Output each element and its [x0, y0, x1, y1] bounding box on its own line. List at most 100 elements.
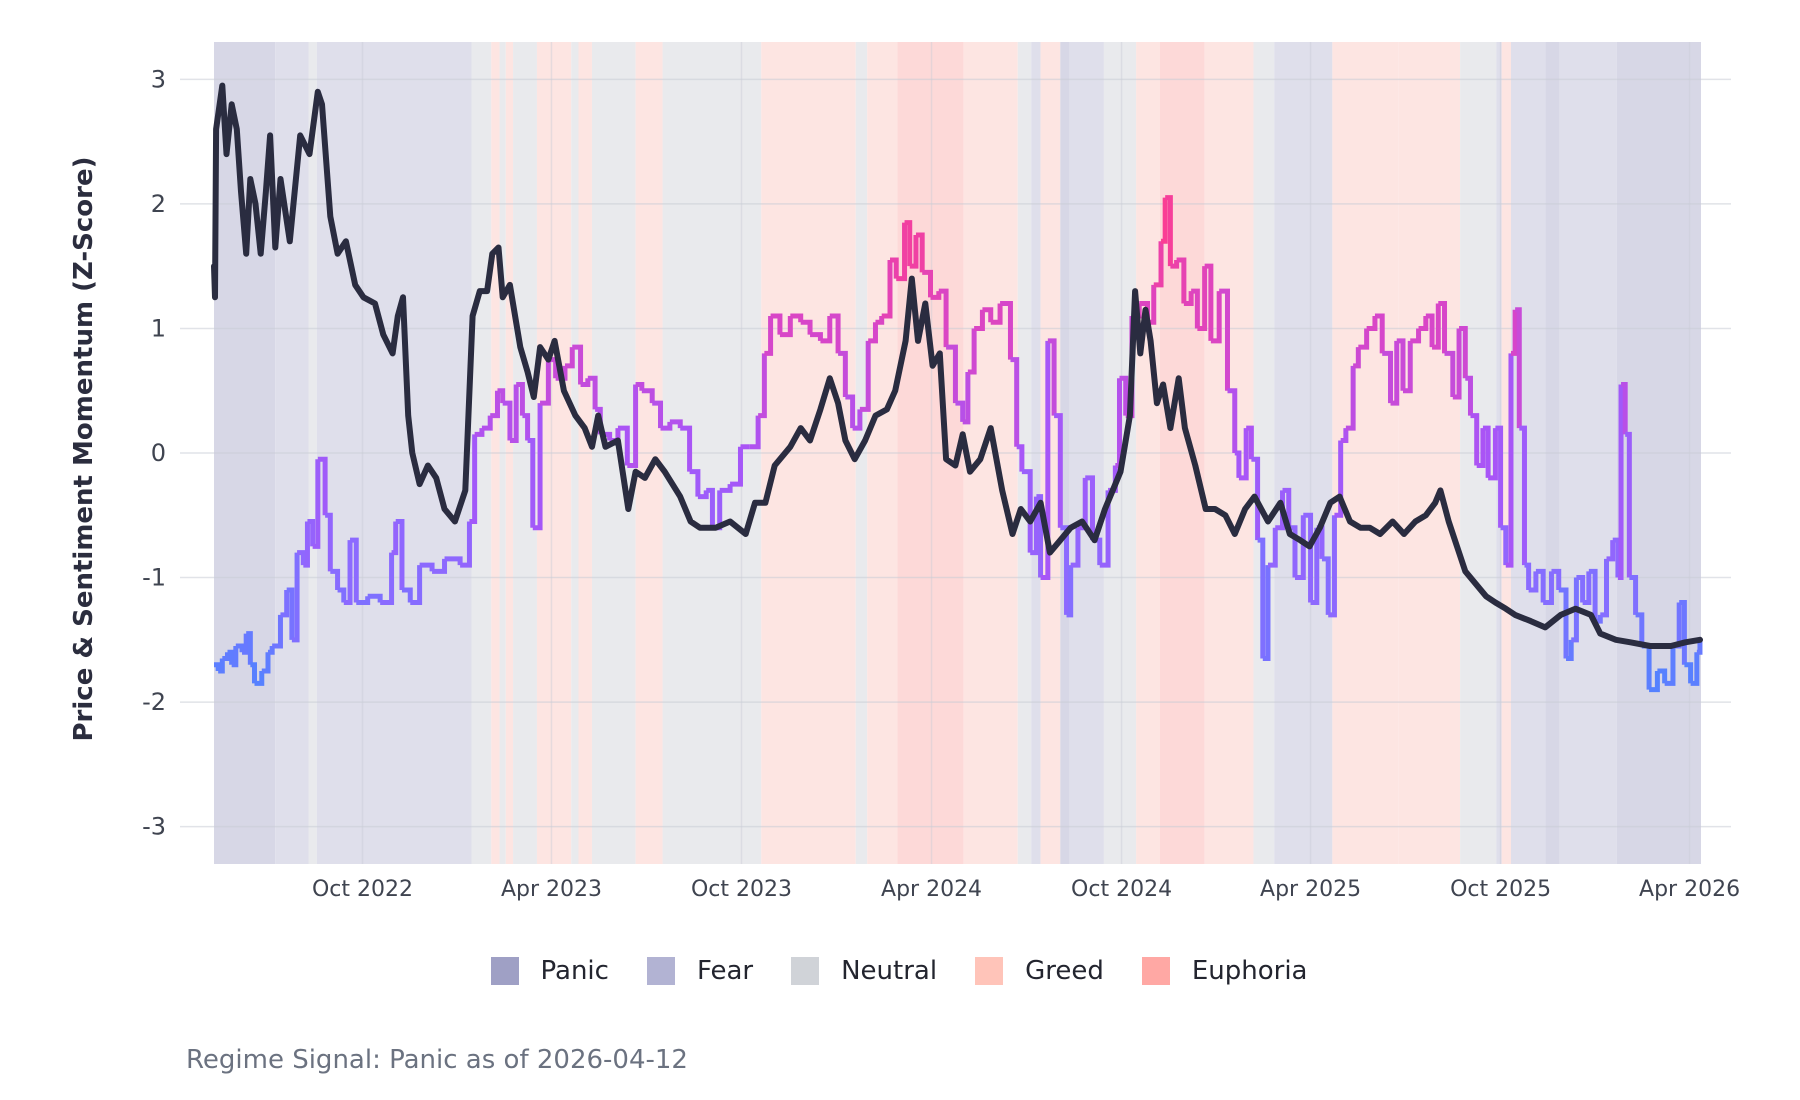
sentiment-segment: [1621, 382, 1628, 435]
sentiment-segment: [410, 565, 423, 605]
sentiment-segment: [1246, 425, 1254, 460]
sentiment-segment: [1227, 388, 1238, 453]
sentiment-segment: [1036, 494, 1044, 578]
sentiment-segment: [1328, 515, 1337, 618]
sentiment-segment: [1390, 340, 1400, 406]
sentiment-segment: [868, 322, 878, 344]
legend: Panic Fear Neutral Greed Euphoria: [0, 956, 1800, 986]
y-tick-label: 2: [151, 190, 166, 218]
sentiment-segment: [297, 550, 306, 566]
sentiment-segment: [770, 313, 783, 335]
sentiment-segment: [1657, 668, 1668, 684]
sentiment-segment: [896, 222, 908, 282]
sentiment-segment: [1519, 425, 1527, 566]
sentiment-segment: [242, 633, 249, 655]
sentiment-segment: [540, 359, 551, 406]
sentiment-segment: [1571, 577, 1579, 643]
sentiment-segment: [1402, 340, 1413, 394]
x-tick-label: Apr 2026: [1639, 877, 1740, 902]
sentiment-segment: [652, 400, 664, 429]
sentiment-segment: [967, 328, 977, 375]
sentiment-segment: [1465, 375, 1473, 416]
sentiment-segment: [286, 587, 295, 640]
sentiment-segment: [838, 350, 848, 397]
sentiment-segment: [1040, 340, 1051, 581]
legend-item-euphoria[interactable]: Euphoria: [1141, 956, 1308, 986]
sentiment-segment: [1684, 662, 1694, 684]
sentiment-segment: [1528, 571, 1539, 593]
x-tick-label: Apr 2025: [1260, 877, 1361, 902]
sentiment-segment: [1444, 350, 1456, 397]
sentiment-segment: [1418, 316, 1429, 331]
legend-swatch-fear: [646, 957, 675, 985]
legend-label: Fear: [696, 956, 754, 986]
sentiment-segment: [254, 670, 265, 686]
sentiment-segment: [1396, 338, 1406, 391]
sentiment-segment: [330, 568, 341, 590]
sentiment-segment: [280, 590, 290, 618]
sentiment-segment: [1495, 425, 1504, 528]
sentiment-segment: [1066, 565, 1074, 618]
sentiment-segment: [1234, 450, 1242, 478]
legend-item-panic[interactable]: Panic: [490, 956, 609, 986]
sentiment-segment: [218, 658, 225, 674]
legend-item-fear[interactable]: Fear: [646, 956, 754, 986]
sentiment-segment: [490, 390, 500, 419]
sentiment-segment: [627, 384, 639, 468]
sentiment-segment: [1438, 301, 1448, 354]
sentiment-segment: [881, 259, 893, 319]
x-tick-label: Oct 2025: [1450, 877, 1551, 902]
y-axis-title: Price & Sentiment Momentum (Z-Score): [69, 157, 99, 742]
regime-signal-footer: Regime Signal: Panic as of 2026-04-12: [186, 1045, 688, 1075]
sentiment-segment: [1358, 328, 1370, 350]
legend-item-neutral[interactable]: Neutral: [791, 956, 937, 986]
sentiment-segment: [1345, 365, 1356, 431]
legend-item-greed[interactable]: Greed: [975, 956, 1104, 986]
y-tick-label: -3: [142, 813, 166, 841]
sentiment-segment: [291, 552, 300, 643]
sentiment-segment: [1165, 195, 1173, 267]
sentiment-segment: [250, 662, 257, 684]
sentiment-segment: [1334, 440, 1344, 518]
sentiment-segment: [1176, 257, 1187, 304]
legend-swatch-panic: [490, 957, 519, 985]
sentiment-segment: [1321, 556, 1331, 615]
sentiment-segment: [532, 403, 543, 531]
y-tick-label: -2: [142, 688, 166, 716]
sentiment-segment: [1482, 425, 1491, 478]
y-tick-label: -1: [142, 564, 166, 592]
sentiment-segment: [1505, 353, 1514, 568]
y-tick-label: 3: [151, 65, 166, 93]
sentiment-segment: [1204, 263, 1214, 341]
sentiment-segment: [1191, 288, 1200, 329]
sentiment-segment: [1410, 328, 1422, 344]
sentiment-segment: [749, 415, 761, 450]
sentiment-segment: [829, 313, 841, 354]
sentiment-segment: [1000, 301, 1013, 360]
sentiment-segment: [1535, 568, 1546, 603]
sentiment-segment: [460, 521, 472, 568]
sentiment-segment: [395, 519, 405, 590]
sentiment-segment: [1635, 612, 1645, 647]
sentiment-segment: [1210, 291, 1222, 344]
sentiment-segment: [1649, 670, 1660, 693]
sentiment-segment: [1016, 444, 1025, 472]
sentiment-segment: [764, 316, 774, 356]
sentiment-segment: [1267, 527, 1278, 568]
sentiment-segment: [564, 347, 575, 369]
sentiment-segment: [343, 540, 353, 605]
sentiment-segment: [938, 288, 949, 348]
legend-label: Greed: [1025, 956, 1104, 986]
sentiment-segment: [1629, 575, 1639, 615]
sentiment-segment: [1099, 490, 1111, 568]
sentiment-segment: [1476, 428, 1486, 468]
sentiment-segment: [946, 344, 958, 404]
sentiment-segment: [516, 382, 525, 416]
sentiment-segment: [982, 307, 994, 323]
sentiment-segment: [481, 415, 493, 431]
sentiment-segment: [1219, 288, 1230, 391]
x-axis-ticks: Oct 2022 Apr 2023 Oct 2023 Apr 2024 Oct 2024…: [312, 877, 1740, 902]
sentiment-segment: [1262, 565, 1271, 661]
sentiment-segment: [922, 269, 934, 298]
sentiment-segment: [1459, 325, 1468, 379]
